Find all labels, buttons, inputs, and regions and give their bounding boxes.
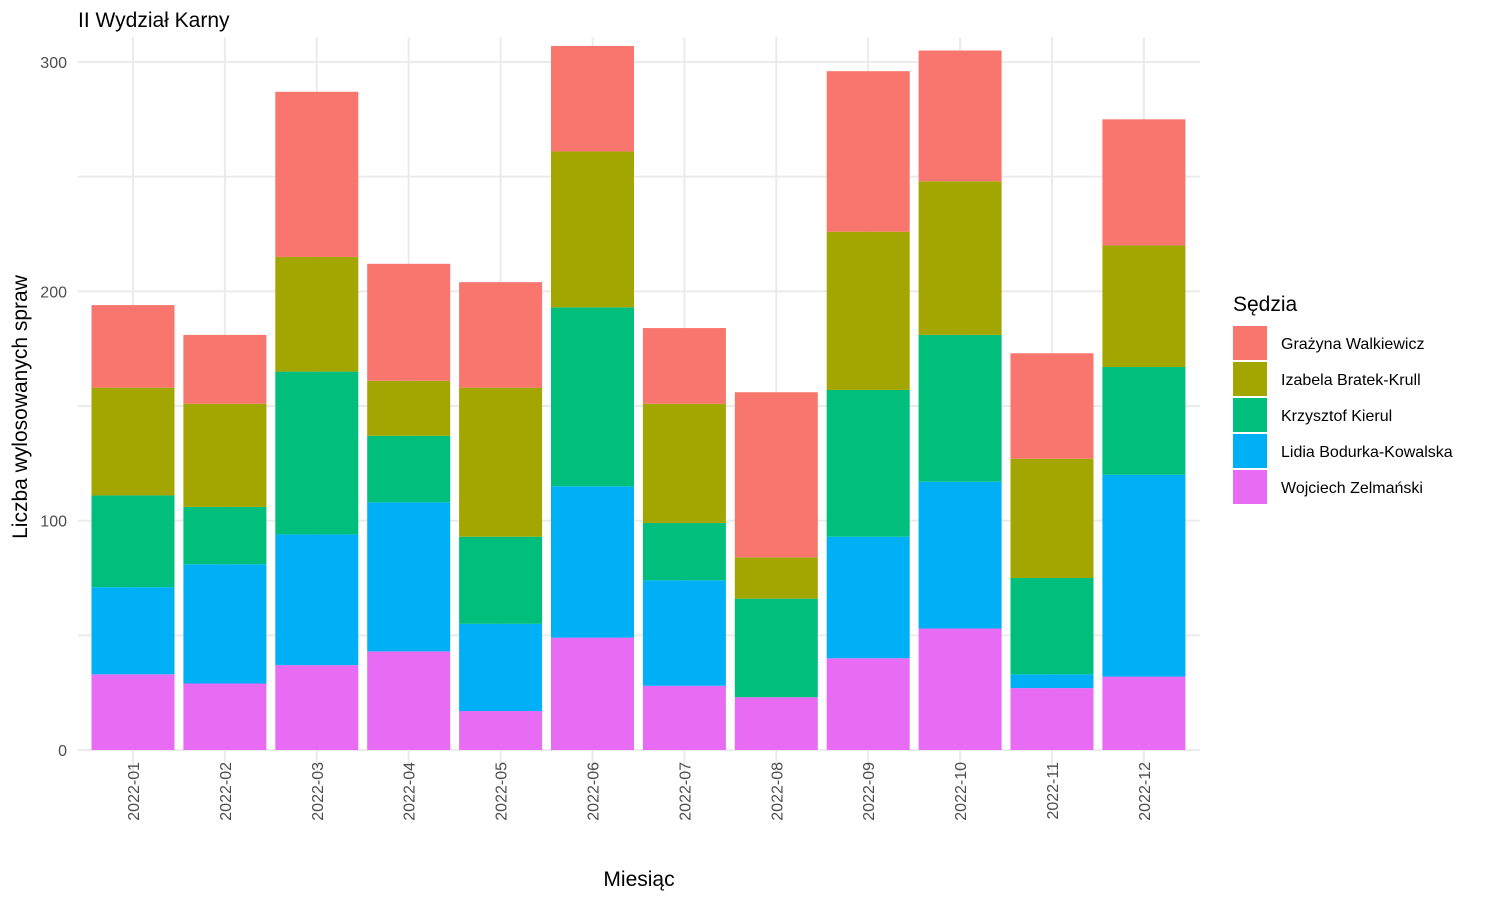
bar-segment: [367, 651, 451, 750]
bar-segment: [642, 403, 726, 523]
bar-segment: [1102, 367, 1186, 475]
x-tick-label: 2022-01: [126, 762, 143, 821]
legend-label: Grażyna Walkiewicz: [1281, 336, 1424, 353]
bar-segment: [275, 91, 359, 257]
bar-segment: [918, 628, 1002, 750]
x-tick-label: 2022-04: [402, 762, 419, 821]
bar-segment: [183, 334, 267, 404]
bar-segment: [275, 534, 359, 666]
bar-segment: [1102, 474, 1186, 677]
bar-segment: [1010, 353, 1094, 459]
bar-segment: [1010, 578, 1094, 675]
bar-segment: [275, 256, 359, 372]
bar-segment: [551, 637, 634, 750]
legend-label: Lidia Bodurka-Kowalska: [1281, 444, 1453, 461]
bar-segment: [367, 380, 451, 436]
bar-segment: [459, 536, 543, 624]
bar-segment: [275, 665, 359, 750]
bar-segment: [367, 435, 451, 503]
bar-segment: [459, 282, 543, 388]
bar-segment: [1102, 676, 1186, 750]
x-tick-label: 2022-02: [218, 762, 235, 821]
bar-segment: [734, 697, 818, 750]
bar-segment: [1010, 674, 1094, 689]
bar-segment: [551, 151, 634, 308]
y-tick-label: 100: [40, 514, 67, 531]
bar-segment: [275, 371, 359, 535]
y-tick-label: 300: [40, 55, 67, 72]
bar-segment: [459, 387, 543, 537]
bar-segment: [918, 481, 1002, 629]
y-axis-title: Liczba wylosowanych spraw: [9, 274, 32, 539]
y-tick-label: 200: [40, 284, 67, 301]
x-tick-label: 2022-09: [861, 762, 878, 821]
bar-segment: [91, 387, 175, 496]
bar-segment: [551, 307, 634, 487]
x-tick-label: 2022-07: [677, 762, 694, 821]
legend-label: Izabela Bratek-Krull: [1281, 372, 1421, 389]
legend-label: Wojciech Zelmański: [1281, 480, 1423, 497]
x-tick-label: 2022-11: [1045, 762, 1062, 820]
x-tick-label: 2022-12: [1137, 762, 1154, 821]
y-tick-label: 0: [58, 743, 67, 760]
legend-key: [1233, 326, 1267, 360]
bar-segment: [918, 334, 1002, 482]
bar-segment: [734, 392, 818, 558]
x-tick-label: 2022-06: [586, 762, 603, 821]
bars: [91, 45, 1186, 750]
bar-segment: [91, 587, 175, 675]
legend-key: [1233, 362, 1267, 396]
bar-segment: [91, 495, 175, 588]
bar-segment: [642, 522, 726, 581]
x-tick-label: 2022-03: [310, 762, 327, 821]
bar-segment: [459, 623, 543, 712]
bar-segment: [91, 305, 175, 388]
bar-segment: [1010, 688, 1094, 750]
bar-segment: [91, 674, 175, 750]
x-axis-ticks: 2022-01 2022-02 2022-03 2022-04 2022-05 2022-…: [126, 762, 1154, 821]
bar-segment: [183, 564, 267, 684]
bar-segment: [1010, 458, 1094, 578]
bar-segment: [826, 536, 910, 659]
bar-segment: [183, 506, 267, 565]
bar-segment: [551, 486, 634, 638]
x-tick-label: 2022-08: [769, 762, 786, 821]
bar-segment: [734, 557, 818, 599]
bar-segment: [826, 658, 910, 750]
chart-title: II Wydział Karny: [78, 9, 230, 32]
legend-key: [1233, 398, 1267, 432]
legend-key: [1233, 470, 1267, 504]
bar-segment: [1102, 245, 1186, 368]
bar-segment: [1102, 119, 1186, 246]
bar-segment: [918, 181, 1002, 335]
bar-segment: [642, 685, 726, 750]
x-tick-label: 2022-10: [953, 762, 970, 821]
legend-label: Krzysztof Kierul: [1281, 408, 1392, 425]
bar-segment: [642, 580, 726, 686]
bar-segment: [459, 711, 543, 750]
bar-segment: [367, 502, 451, 652]
bar-segment: [183, 683, 267, 750]
legend: Sędzia Grażyna Walkiewicz Izabela Bratek-…: [1233, 293, 1453, 504]
bar-segment: [367, 263, 451, 381]
bar-segment: [734, 598, 818, 698]
bar-segment: [183, 403, 267, 507]
bar-segment: [826, 231, 910, 390]
bar-segment: [826, 71, 910, 232]
y-axis-ticks: 0 100 200 300: [40, 55, 67, 760]
x-axis-title: Miesiąc: [603, 868, 674, 891]
bar-segment: [551, 45, 634, 152]
legend-title: Sędzia: [1233, 293, 1298, 316]
legend-key: [1233, 434, 1267, 468]
bar-segment: [826, 389, 910, 537]
bar-segment: [642, 328, 726, 404]
x-tick-label: 2022-05: [494, 762, 511, 821]
bar-segment: [918, 50, 1002, 182]
